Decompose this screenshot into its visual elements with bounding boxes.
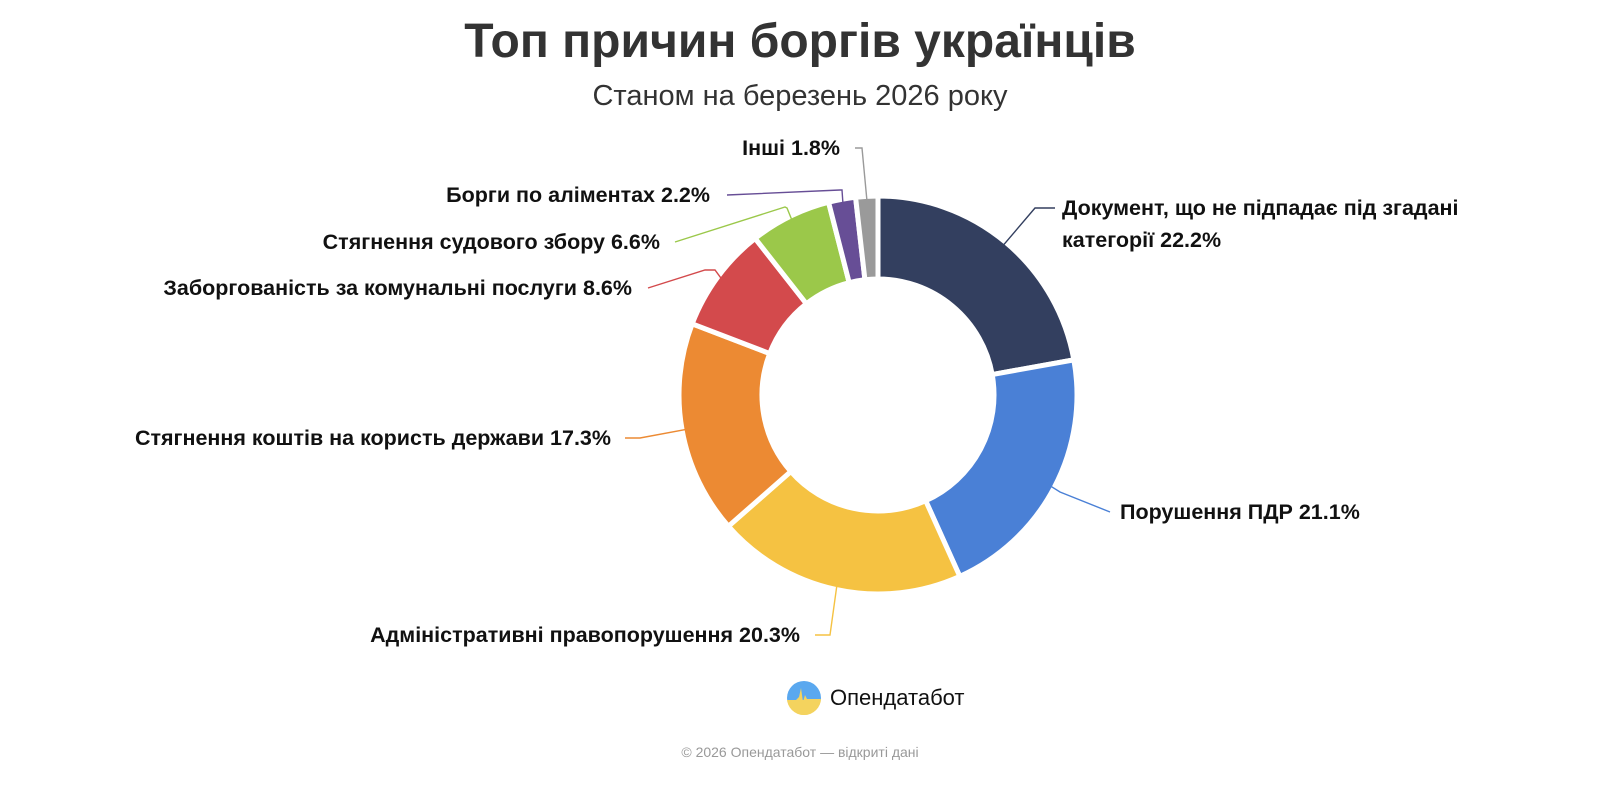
label-court-fee: Стягнення судового збору 6.6% — [322, 230, 660, 254]
footer: © 2026 Опендатабот — відкриті дані — [681, 744, 919, 760]
leader-line-1 — [1048, 484, 1111, 513]
leader-line-3 — [625, 428, 689, 439]
chart-subtitle: Станом на березень 2026 року — [592, 80, 1008, 112]
opendatabot-logo: Опендатабот — [786, 680, 965, 716]
label-other: Інші 1.8% — [742, 136, 840, 160]
label-state-collection: Стягнення коштів на користь держави 17.3… — [134, 426, 611, 450]
label-document: Документ, що не підпадає під згадані кат… — [1062, 192, 1458, 256]
label-alimony: Борги по аліментах 2.2% — [446, 183, 710, 207]
label-document-line2: категорії 22.2% — [1062, 228, 1222, 252]
leader-line-5 — [674, 206, 794, 243]
slice-0 — [875, 193, 1077, 378]
leader-line-2 — [815, 583, 838, 636]
leader-line-7 — [855, 147, 868, 203]
slice-7 — [853, 193, 881, 283]
label-document-line1: Документ, що не підпадає під згадані — [1062, 196, 1459, 220]
leader-line-0 — [1001, 207, 1055, 248]
label-admin: Адміністративні правопорушення 20.3% — [370, 623, 800, 647]
label-utilities: Заборгованість за комунальні послуги 8.6… — [163, 276, 632, 300]
logo-text: Опендатабот — [830, 685, 965, 710]
label-pdr: Порушення ПДР 21.1% — [1120, 500, 1360, 524]
chart-title: Топ причин боргів українців — [464, 15, 1136, 68]
slice-2 — [725, 469, 963, 597]
leader-line-4 — [647, 269, 724, 289]
slice-1 — [923, 357, 1080, 579]
leader-line-6 — [726, 189, 844, 206]
logo-icon — [787, 681, 821, 715]
